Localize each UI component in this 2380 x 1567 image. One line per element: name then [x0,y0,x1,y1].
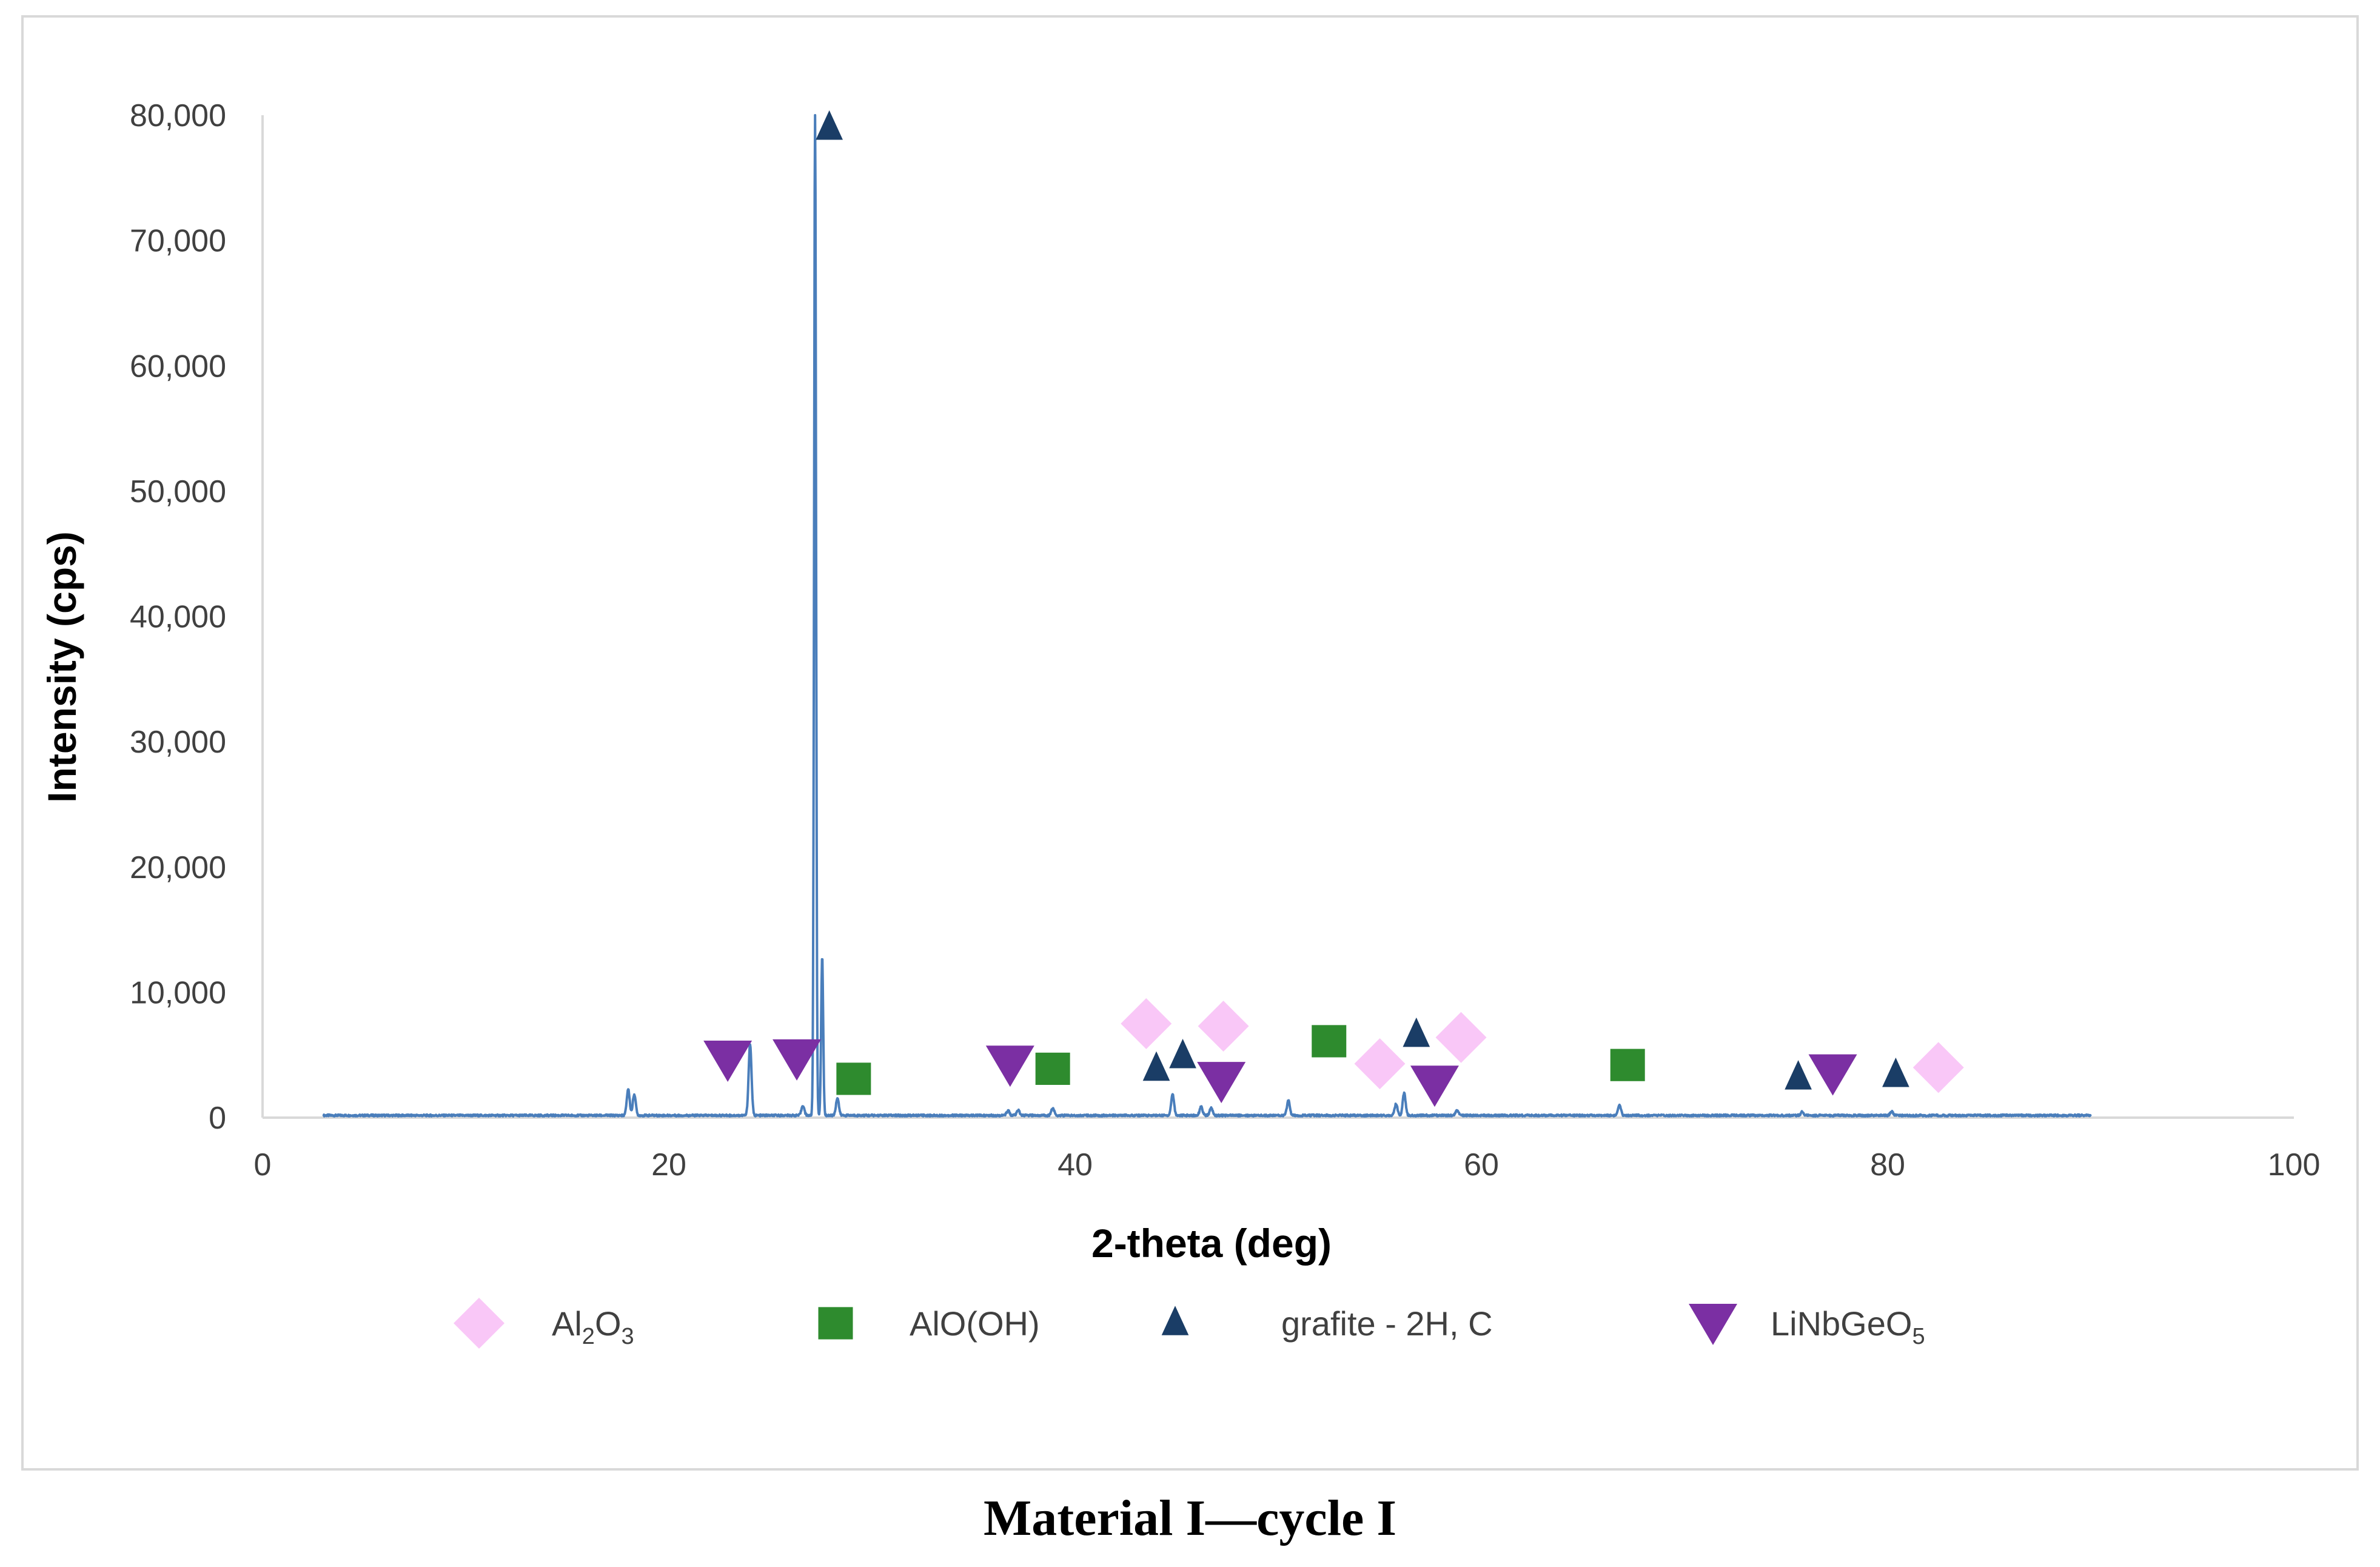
marker-linbgeo5 [1808,1054,1857,1096]
x-tick-label: 80 [1870,1147,1905,1183]
marker-linbgeo5 [1197,1062,1246,1104]
marker-alo-oh [1312,1025,1347,1058]
marker-linbgeo5 [773,1039,822,1081]
y-tick-label: 60,000 [130,349,226,384]
y-tick-label: 20,000 [130,850,226,885]
marker-grafite-2h-c [1882,1057,1909,1087]
marker-al2o3 [1198,1001,1249,1052]
chart-frame [21,15,2359,1471]
legend-label-al2o3: Al2O3 [552,1304,634,1349]
y-tick-label: 30,000 [130,725,226,760]
axes: 0 10,000 20,000 30,000 40,000 50,000 60,000 70,… [39,98,2320,1266]
marker-al2o3 [1435,1012,1487,1063]
marker-linbgeo5 [1410,1065,1459,1107]
y-tick-label: 10,000 [130,975,226,1010]
x-tick-label: 40 [1058,1147,1093,1183]
y-tick-label: 50,000 [130,474,226,509]
y-tick-label: 40,000 [130,600,226,635]
marker-linbgeo5 [985,1045,1034,1087]
legend-marker-al2o3 [454,1298,504,1349]
legend-marker-linbgeo5 [1689,1304,1737,1345]
phase-markers [703,110,1964,1107]
marker-al2o3 [1121,998,1172,1050]
y-axis-title: Intensity (cps) [39,531,84,802]
x-tick-label: 100 [2268,1147,2321,1183]
marker-al2o3 [1354,1038,1406,1090]
plot-area [322,114,2092,1118]
marker-al2o3 [1912,1042,1964,1093]
legend-label-grafite-2h-c: grafite - 2H, C [1281,1304,1493,1343]
marker-grafite-2h-c [1142,1051,1170,1081]
x-tick-label: 60 [1464,1147,1499,1183]
legend-label-linbgeo5: LiNbGeO5 [1771,1304,1925,1349]
y-tick-label: 80,000 [130,98,226,133]
marker-grafite-2h-c [1785,1060,1812,1090]
y-tick-label: 70,000 [130,224,226,259]
legend-label-alo-oh: AlO(OH) [910,1304,1040,1343]
marker-linbgeo5 [703,1040,753,1082]
figure-caption: Material I—cycle I [983,1490,1397,1546]
legend-marker-alo-oh [818,1307,853,1340]
legend: Al2O3 AlO(OH) grafite - 2H, C LiNbGeO5 [454,1298,1925,1349]
x-tick-label: 20 [651,1147,686,1183]
marker-grafite-2h-c [816,110,843,140]
marker-grafite-2h-c [1169,1038,1196,1069]
x-axis-title: 2-theta (deg) [1091,1221,1332,1266]
marker-alo-oh [1035,1052,1070,1085]
legend-marker-grafite-2h-c [1161,1306,1189,1335]
x-tick-label: 0 [254,1147,272,1183]
marker-grafite-2h-c [1403,1017,1430,1047]
xrd-pattern-line [322,114,2092,1118]
marker-alo-oh [1610,1049,1645,1081]
y-tick-label: 0 [209,1101,226,1136]
marker-alo-oh [836,1062,871,1095]
